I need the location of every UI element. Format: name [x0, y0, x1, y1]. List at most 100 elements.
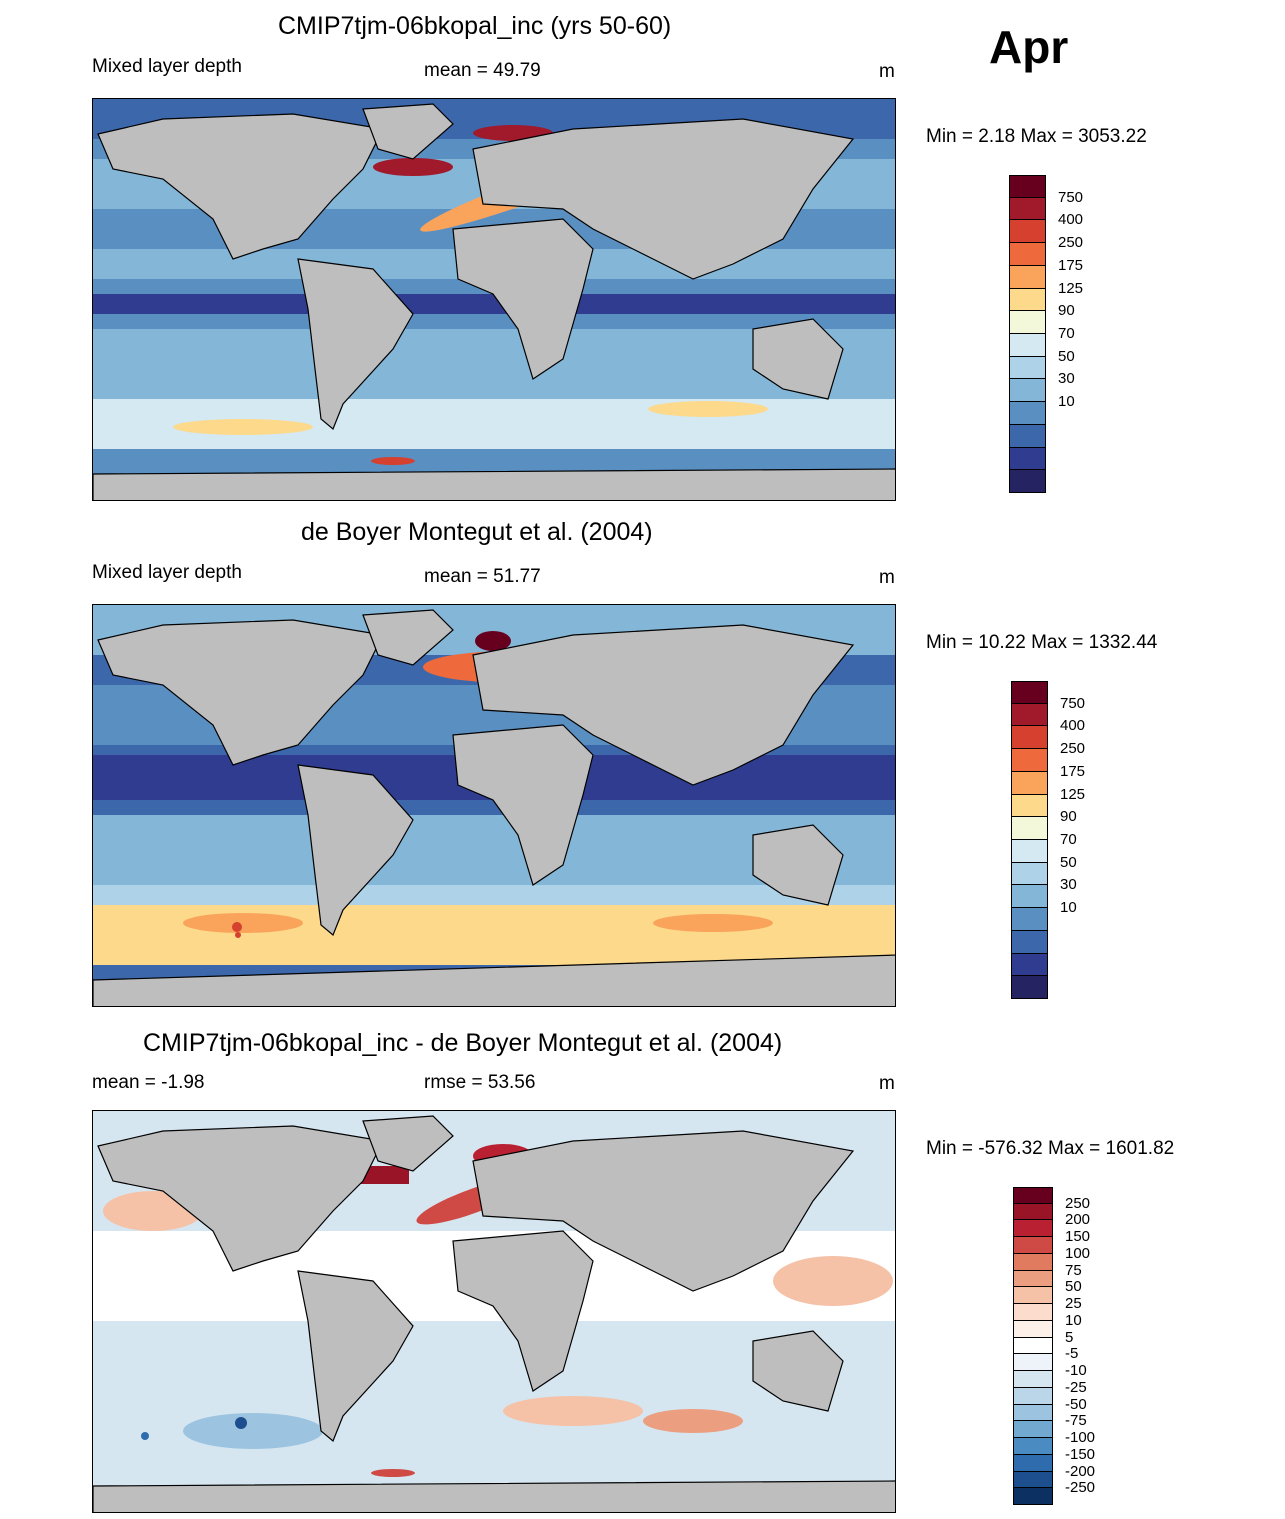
panel-2-map	[92, 604, 896, 1007]
panel-1-colorbar-swatch	[1009, 447, 1046, 471]
panel-2-title: de Boyer Montegut et al. (2004)	[301, 518, 653, 546]
panel-1-colorbar-swatch	[1009, 424, 1046, 448]
panel-3-colorbar-swatch	[1013, 1203, 1053, 1221]
panel-3-colorbar-label: 150	[1065, 1228, 1091, 1246]
panel-2-mean-label: mean = 51.77	[424, 566, 541, 587]
panel-1-colorbar-label: 70	[1058, 325, 1075, 342]
panel-3-colorbar-label: -25	[1065, 1378, 1087, 1396]
panel-2-colorbar-swatch	[1011, 930, 1048, 954]
panel-3-colorbar-swatch	[1013, 1404, 1053, 1422]
panel-2-minmax: Min = 10.22 Max = 1332.44	[926, 632, 1158, 653]
panel-2-colorbar-label: 90	[1060, 808, 1077, 826]
panel-2-colorbar-swatch	[1011, 862, 1048, 886]
panel-3-colorbar-label: 100	[1065, 1244, 1091, 1262]
panel-1-colorbar-swatch	[1009, 334, 1046, 357]
panel-3-colorbar-swatch	[1013, 1438, 1053, 1455]
panel-1-colorbar-label: 400	[1058, 211, 1084, 229]
panel-1-colorbar: 750 400 250 175 125 90 70 50 30 10	[1009, 175, 1109, 495]
month-label: Apr	[989, 21, 1069, 73]
panel-1-colorbar-swatch	[1009, 220, 1046, 244]
panel-1-colorbar-label: 50	[1058, 347, 1075, 365]
panel-3-colorbar-swatch	[1013, 1421, 1053, 1439]
panel-2-colorbar-label: 10	[1060, 899, 1077, 917]
panel-3-colorbar-label: 200	[1065, 1211, 1091, 1229]
panel-2-colorbar-label: 250	[1060, 740, 1086, 758]
panel-2-colorbar-swatch	[1011, 840, 1048, 863]
panel-2-colorbar-swatch	[1011, 681, 1048, 704]
panel-1-colorbar-swatch	[1009, 379, 1046, 403]
panel-3-colorbar-swatch	[1013, 1354, 1053, 1372]
panel-1-colorbar-label: 125	[1058, 279, 1084, 297]
panel-3-colorbar-swatch	[1013, 1371, 1053, 1388]
panel-1-colorbar-label: 90	[1058, 302, 1075, 320]
panel-3-colorbar-label: -100	[1065, 1429, 1096, 1447]
panel-1-colorbar-swatch	[1009, 175, 1046, 198]
panel-3-colorbar-label: -50	[1065, 1395, 1087, 1413]
panel-3-colorbar-swatch	[1013, 1454, 1053, 1472]
panel-3-title: CMIP7tjm-06bkopal_inc - de Boyer Montegu…	[143, 1029, 783, 1057]
panel-2-colorbar-swatch	[1011, 726, 1048, 750]
panel-3-colorbar-swatch	[1013, 1187, 1053, 1204]
panel-2-colorbar-swatch	[1011, 885, 1048, 909]
panel-2-colorbar-label: 50	[1060, 853, 1077, 871]
panel-2-colorbar-label: 125	[1060, 785, 1086, 803]
panel-2-colorbar-swatch	[1011, 749, 1048, 772]
panel-1-map	[92, 98, 896, 501]
panel-1-colorbar-label: 10	[1058, 393, 1075, 411]
panel-3-colorbar-label: -5	[1065, 1345, 1079, 1363]
panel-1-colorbar-swatch	[1009, 402, 1046, 425]
panel-3-minmax: Min = -576.32 Max = 1601.82	[926, 1138, 1175, 1159]
panel-3-colorbar-swatch	[1013, 1337, 1053, 1355]
panel-3-colorbar-swatch	[1013, 1270, 1053, 1288]
panel-3-colorbar-label: 50	[1065, 1278, 1082, 1296]
panel-3-colorbar-label: -200	[1065, 1462, 1096, 1480]
panel-3-map	[92, 1110, 896, 1513]
panel-3-mean-label: mean = -1.98	[92, 1072, 205, 1093]
panel-3-colorbar-label: -150	[1065, 1445, 1096, 1463]
panel-2-map-svg	[93, 605, 895, 1006]
panel-3-colorbar-label: 10	[1065, 1311, 1082, 1329]
panel-1-colorbar-frame	[1009, 175, 1046, 493]
panel-1-colorbar-swatch	[1009, 311, 1046, 334]
panel-2-colorbar-swatch	[1011, 817, 1048, 840]
panel-3-colorbar-swatch	[1013, 1320, 1053, 1338]
panel-2-colorbar-swatch	[1011, 953, 1048, 977]
panel-3-colorbar-label: -250	[1065, 1479, 1096, 1497]
panel-1-mean-label: mean = 49.79	[424, 60, 541, 81]
panel-3-colorbar: 250 200 150 100 75 50 25 10 5 -5 -10 -25 -50 -75 -100-…	[1013, 1187, 1113, 1507]
panel-2-colorbar-swatch	[1011, 703, 1048, 727]
panel-3-colorbar-swatch	[1013, 1220, 1053, 1238]
panel-3-colorbar-frame	[1013, 1187, 1053, 1505]
panel-2-units: m	[879, 567, 895, 588]
panel-3-map-svg	[93, 1111, 895, 1512]
panel-3-colorbar-label: 250	[1065, 1194, 1091, 1212]
panel-3-colorbar-swatch	[1013, 1237, 1053, 1254]
panel-1-colorbar-swatch	[1009, 265, 1046, 289]
panel-1-colorbar-label: 175	[1058, 256, 1084, 274]
panel-3-colorbar-swatch	[1013, 1304, 1053, 1321]
panel-3-colorbar-swatch	[1013, 1471, 1053, 1489]
panel-3-rmse-label: rmse = 53.56	[424, 1072, 536, 1093]
panel-2-colorbar-label: 750	[1060, 694, 1086, 712]
panel-1-colorbar-label: 250	[1058, 234, 1084, 252]
panel-3-colorbar-swatch	[1013, 1287, 1053, 1305]
panel-2-colorbar-frame	[1011, 681, 1048, 999]
panel-1-colorbar-swatch	[1009, 288, 1046, 312]
panel-2-colorbar-label: 175	[1060, 762, 1086, 780]
panel-3-colorbar-label: -75	[1065, 1412, 1087, 1430]
panel-3-colorbar-label: 75	[1065, 1261, 1082, 1279]
panel-3-colorbar-swatch	[1013, 1387, 1053, 1405]
panel-3-colorbar-label: 5	[1065, 1328, 1074, 1346]
panel-2-colorbar-label: 70	[1060, 831, 1077, 848]
panel-1-colorbar-label: 750	[1058, 188, 1084, 206]
panel-3-colorbar-label: -10	[1065, 1362, 1087, 1380]
panel-1-colorbar-swatch	[1009, 243, 1046, 266]
panel-1-minmax: Min = 2.18 Max = 3053.22	[926, 126, 1147, 147]
panel-3-colorbar-swatch	[1013, 1253, 1053, 1271]
panel-2-colorbar-label: 400	[1060, 717, 1086, 735]
panel-2-colorbar-swatch	[1011, 908, 1048, 931]
panel-1-variable-label: Mixed layer depth	[92, 56, 242, 77]
panel-2-colorbar-swatch	[1011, 771, 1048, 795]
panel-2-colorbar: 750 400 250 175 125 90 70 50 30 10	[1011, 681, 1111, 1001]
panel-1-units: m	[879, 61, 895, 82]
